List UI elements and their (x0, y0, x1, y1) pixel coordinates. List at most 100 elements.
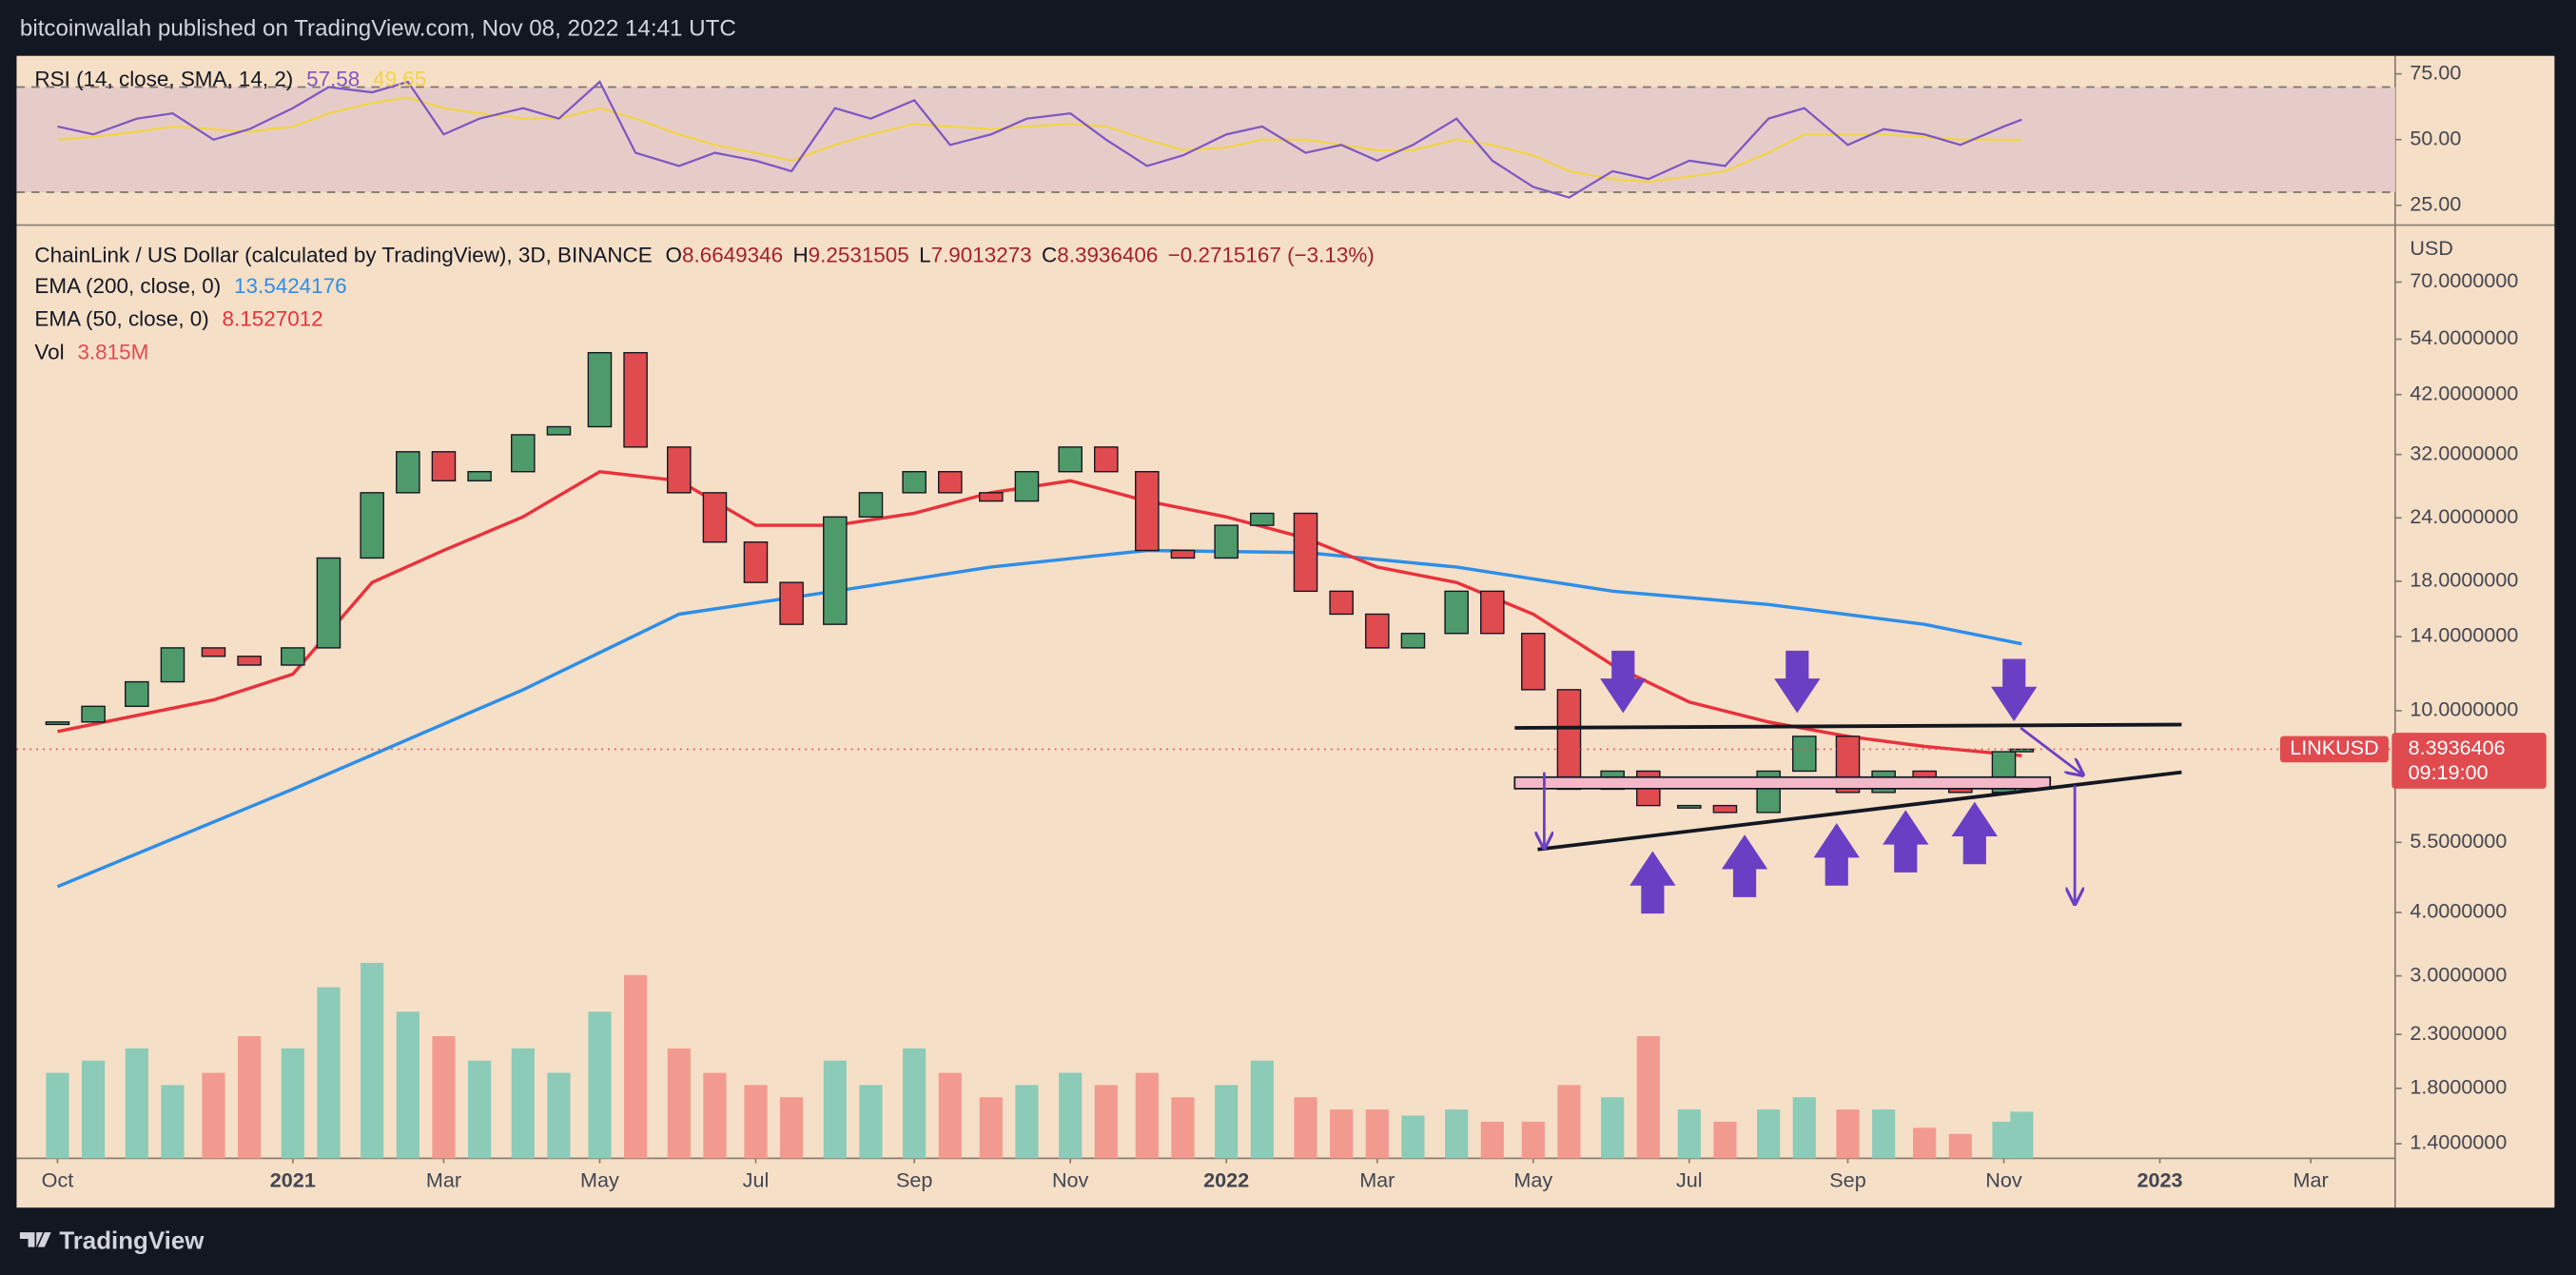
volume-bar (1015, 1085, 1039, 1159)
legend-item: O (666, 243, 682, 266)
candle (467, 471, 492, 481)
rsi-line (57, 80, 2022, 199)
candle (702, 492, 728, 543)
candle (587, 351, 613, 428)
y-tick-label: 32.0000000 (2410, 441, 2518, 464)
candle (1480, 590, 1505, 635)
volume-bar (1365, 1109, 1389, 1159)
x-tick-label: May (580, 1167, 619, 1191)
volume-bar (547, 1072, 571, 1159)
x-tick-label: Oct (42, 1167, 74, 1191)
volume-bar (125, 1048, 148, 1159)
candle (938, 471, 963, 494)
volume-bar (2010, 1111, 2034, 1159)
volume-bar (624, 974, 648, 1159)
volume-bar (1330, 1109, 1354, 1159)
y-tick-label: 5.5000000 (2410, 829, 2507, 853)
legend-item: 3.815M (77, 340, 148, 363)
volume-bar (1250, 1060, 1274, 1159)
candle (316, 557, 342, 649)
volume-bar (238, 1035, 262, 1159)
legend-item: L (919, 243, 930, 266)
volume-bar (46, 1072, 69, 1159)
volume-bar (1401, 1115, 1425, 1159)
x-tick-label: Jul (743, 1167, 770, 1191)
candle (396, 451, 420, 494)
brand-name: TradingView (59, 1227, 205, 1254)
x-tick-label: 2022 (1203, 1167, 1249, 1191)
candle (237, 656, 262, 666)
legend-item: 13.5424176 (234, 274, 347, 298)
price-label: 8.3936406 (2409, 736, 2506, 759)
x-tick-label: Sep (896, 1167, 932, 1191)
volume-bar (1836, 1109, 1860, 1159)
candle (1094, 446, 1119, 473)
symbol-label: LINKUSD (2290, 736, 2379, 759)
volume-bar (703, 1072, 727, 1159)
legend-item: EMA (50, close, 0) (34, 307, 208, 331)
legend-ema: EMA (200, close, 0) 13.5424176 EMA (50, cl… (34, 274, 346, 331)
legend-item: C (1042, 243, 1057, 266)
volume-bar (1171, 1097, 1195, 1159)
legend-item: Vol (34, 340, 64, 363)
volume-bar (1094, 1085, 1118, 1159)
arrow-line (2020, 726, 2081, 774)
candle (1792, 736, 1817, 773)
volume-bar (1059, 1072, 1083, 1159)
volume-bar (161, 1085, 185, 1159)
volume-bar (1913, 1128, 1937, 1159)
y-tick-label: 24.0000000 (2410, 504, 2518, 528)
volume-bar (903, 1048, 927, 1159)
legend-item: 8.6649346 (682, 243, 783, 266)
volume-bar (317, 987, 341, 1159)
legend-volume: Vol 3.815M (34, 340, 148, 363)
volume-bar (1713, 1121, 1737, 1159)
candle (81, 705, 106, 723)
candle (1058, 446, 1083, 473)
y-tick-label: 3.0000000 (2410, 962, 2507, 986)
volume-bar (1557, 1085, 1581, 1159)
legend-item: ChainLink / US Dollar (calculated by Tra… (34, 243, 652, 266)
publisher: bitcoinwallah published on TradingView.c… (20, 15, 736, 41)
volume-bar (1521, 1121, 1545, 1159)
y-tick-label: 2.3000000 (2410, 1021, 2507, 1045)
volume-bar (202, 1072, 225, 1159)
volume-bar (82, 1060, 106, 1159)
candle (125, 680, 149, 708)
volume-bar (744, 1085, 768, 1159)
volume-bar (432, 1035, 456, 1159)
candle (1521, 633, 1546, 691)
legend-item: RSI (14, close, SMA, 14, 2) (34, 68, 293, 91)
volume-bar (396, 1011, 420, 1159)
x-tick-label: Nov (1052, 1167, 1089, 1191)
volume-bar (1792, 1097, 1816, 1159)
candle (1556, 689, 1582, 791)
brand: TradingView (19, 1227, 205, 1254)
candle (667, 446, 692, 494)
candle (1712, 804, 1738, 814)
symbol-box (2279, 736, 2389, 763)
volume-bar (281, 1048, 304, 1159)
candle (1365, 613, 1390, 649)
legend-item: H (792, 243, 808, 266)
candle (511, 434, 536, 473)
volume-bar (1636, 1035, 1660, 1159)
legend-main: ChainLink / US Dollar (calculated by Tra… (34, 243, 1374, 266)
candle (201, 647, 226, 657)
brand-logo (19, 1232, 51, 1247)
ema-line (57, 469, 2022, 757)
drawings (1513, 650, 2182, 914)
support-zone (1513, 775, 2052, 790)
candle (1293, 512, 1318, 593)
volume-bar (667, 1048, 691, 1159)
volume-bar (1872, 1109, 1896, 1159)
y-tick-label: 70.0000000 (2410, 268, 2518, 292)
candle (360, 492, 384, 559)
candle (1170, 549, 1196, 559)
candle (546, 425, 572, 436)
y-tick-label: 1.4000000 (2410, 1130, 2507, 1154)
legend-rsi: RSI (14, close, SMA, 14, 2) 57.58 49.65 (34, 68, 426, 91)
